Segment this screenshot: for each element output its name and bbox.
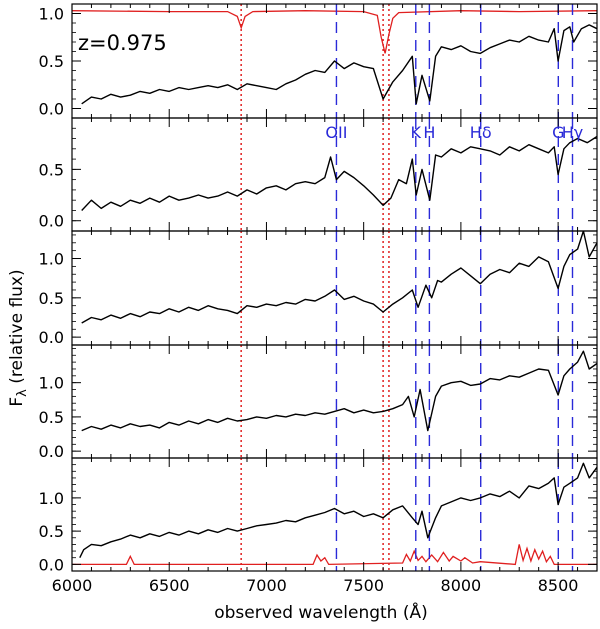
panel-4: 0.0 0.5 1.0 [39,344,598,461]
x-tick-label: 7000 [246,576,287,595]
y-tick-label: 0.0 [39,100,64,119]
spectrum-line [79,462,597,559]
y-tick-label: 0.5 [39,160,64,179]
x-axis-label: observed wavelength (Å) [214,601,428,623]
panel-3: 0.0 0.5 1.0 [39,230,598,347]
feature-label: OII [325,123,347,142]
redshift-label: z=0.975 [78,31,167,55]
panel-frame [71,230,598,346]
y-tick-label: 0.5 [39,52,64,71]
y-tick-label: 0.5 [39,408,64,427]
x-tick-label: 6000 [52,576,93,595]
x-tick-label: 8000 [441,576,482,595]
feature-label: Hγ [562,123,584,142]
x-tick-label: 7500 [343,576,384,595]
panel-frame [71,344,598,459]
y-axis-label-sub: λ [15,389,30,397]
y-tick-label: 0.0 [39,442,64,461]
spectrum-line [81,231,597,324]
y-tick-label: 1.0 [39,489,64,508]
spectrum-line [81,135,597,211]
x-tick-label: 8500 [538,576,579,595]
panel-1: 0.0 0.5 1.0 [39,3,598,119]
y-tick-label: 1.0 [39,374,64,393]
panel-5: 0.0 0.5 1.0 [39,457,598,574]
y-axis-label-main: F [7,397,27,407]
panel-frame [71,457,598,572]
y-tick-label: 0.5 [39,522,64,541]
y-tick-label: 0.0 [39,212,64,231]
y-tick-label: 0.0 [39,328,64,347]
spectrum-line [81,24,597,105]
spectrum-line [81,350,597,432]
feature-label: K [411,123,422,142]
sky-spectrum-line [72,10,597,54]
y-tick-label: 1.0 [39,250,64,269]
feature-label: H [423,123,435,142]
feature-label: Hδ [470,123,492,142]
y-tick-label: 1.0 [39,5,64,24]
panel-2: 0.0 0.5 [39,117,598,232]
x-tick-label: 6500 [149,576,190,595]
feature-label: G [552,123,564,142]
y-axis-label: Fλ (relative flux) [7,269,30,406]
y-tick-label: 0.5 [39,289,64,308]
y-axis-label-rest: (relative flux) [7,269,27,389]
sky-spectrum-line [72,544,597,566]
y-tick-label: 0.0 [39,555,64,574]
